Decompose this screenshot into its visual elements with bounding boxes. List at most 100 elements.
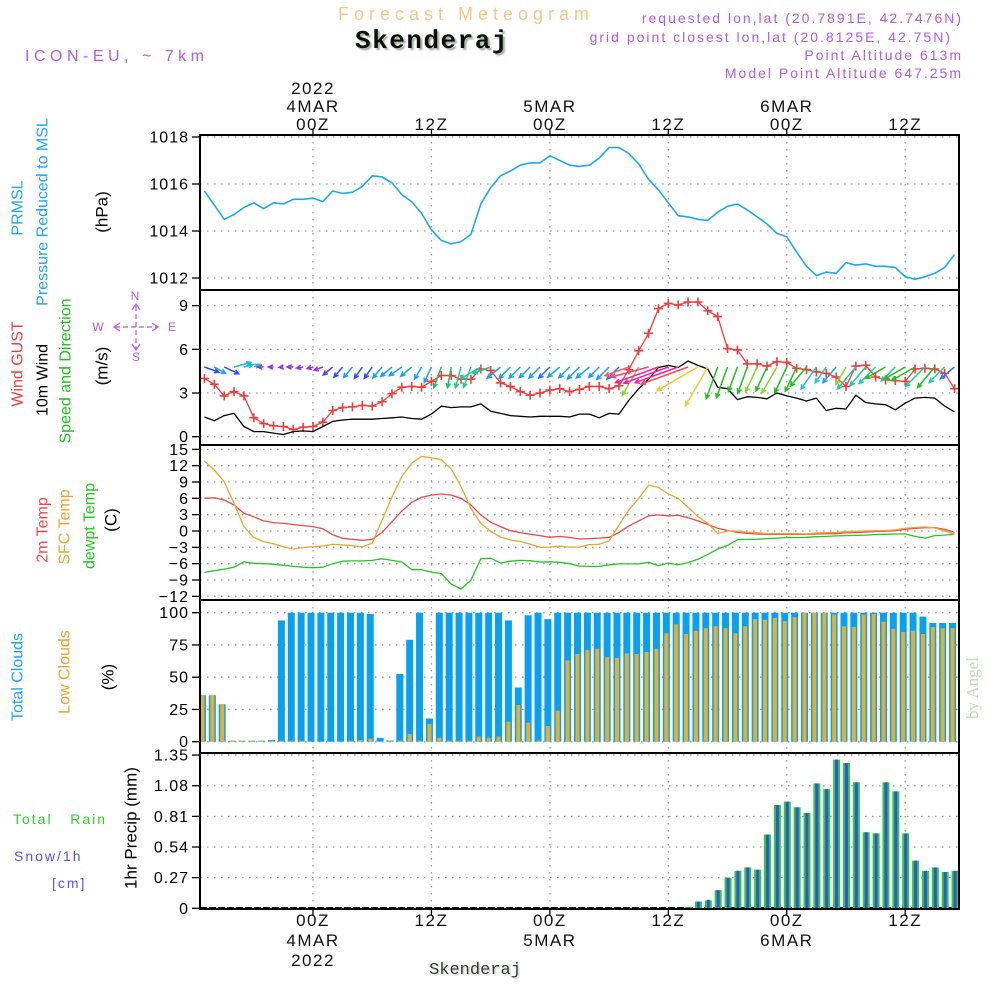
snow-1h-bar — [835, 759, 839, 909]
wind-gust-marker — [841, 381, 851, 391]
y-tick-label: 50 — [169, 670, 189, 687]
grid-point-coordinates: grid point closest lon,lat (20.8125E, 42… — [590, 29, 952, 45]
plot-area-clouds — [200, 612, 957, 742]
low-clouds-bar — [299, 740, 304, 742]
wind-gust-marker — [200, 373, 209, 383]
wind-arrow — [744, 366, 758, 394]
y-tick-label: 1.35 — [154, 748, 189, 765]
wind-arrow — [387, 366, 403, 377]
wind-gust-marker — [367, 401, 377, 411]
legend-dewpt-temp: dewpt Temp — [82, 483, 99, 569]
wind-gust-marker — [565, 387, 575, 397]
10m-wind-speed-line — [204, 360, 955, 436]
low-clouds-bar — [644, 652, 649, 742]
x-tick-label-top: 4MAR — [286, 97, 339, 116]
wind-gust-marker — [417, 382, 427, 392]
y-tick-label: 0 — [179, 901, 189, 918]
panel-wind: 9 6 3 0 — [179, 289, 960, 446]
wind-gust-marker — [259, 419, 269, 429]
wind-gust-marker — [505, 381, 515, 391]
low-clouds-bar — [368, 738, 373, 742]
low-clouds-bar — [684, 633, 689, 742]
wind-arrow — [399, 366, 413, 378]
y-tick-label: 0 — [179, 524, 189, 541]
model-point-altitude: Model Point Altitude 647.25m — [725, 65, 963, 81]
compass-south-arrowhead — [131, 343, 141, 352]
low-clouds-bar — [466, 740, 471, 742]
x-tick-label-bottom: 00Z — [770, 911, 804, 930]
snow-1h-bar — [775, 805, 779, 909]
wind-gust-marker — [338, 403, 348, 413]
temperature-legend: 2m Temp SFC Temp dewpt Temp (C) — [35, 483, 121, 569]
low-clouds-bar — [239, 740, 244, 742]
low-clouds-bar — [693, 630, 698, 742]
wind-arrow — [453, 366, 462, 390]
x-tick-label-bottom: 6MAR — [760, 931, 813, 950]
wind-gust-marker — [673, 300, 683, 310]
wind-arrow — [566, 366, 581, 381]
y-tick-label: 1.08 — [154, 778, 189, 795]
y-tick-label: 1014 — [149, 224, 189, 241]
wind-direction-arrows — [204, 360, 955, 408]
wind-gust-marker — [278, 422, 288, 432]
wind-gust-marker — [298, 422, 308, 432]
plot-panels: 1018101610141012963015129630−3−6−9−12100… — [149, 130, 960, 918]
x-tick-label-top: 00Z — [770, 115, 804, 134]
wind-arrow — [518, 366, 531, 379]
requested-coordinates: requested lon,lat (20.7891E, 42.7476N) — [642, 10, 963, 26]
wind-gust-marker — [782, 357, 792, 367]
panel-precipitation: 1.35 1.08 0.81 0.54 0.27 0 — [154, 748, 960, 918]
y-tick-label: −6 — [169, 556, 189, 573]
total-clouds-bar — [406, 639, 414, 742]
header: Forecast Meteogram Skenderaj ICON-EU, ~ … — [25, 4, 963, 81]
wind-arrow — [305, 364, 314, 371]
total-clouds-bar — [346, 612, 354, 742]
low-clouds-bar — [743, 626, 748, 742]
wind-arrow — [485, 366, 501, 380]
wind-gust-marker — [851, 361, 861, 371]
low-clouds-bar — [674, 624, 679, 742]
total-rain-bars — [685, 759, 959, 909]
total-clouds-bar — [445, 612, 453, 742]
wind-gust-marker — [426, 376, 436, 386]
legend-low-clouds: Low Clouds — [57, 630, 74, 714]
low-clouds-bar — [664, 633, 669, 742]
wind-gust-marker — [644, 328, 654, 338]
legend-speed-direction: Speed and Direction — [58, 299, 75, 444]
total-clouds-bar — [297, 612, 305, 742]
wind-arrow — [223, 366, 241, 375]
wind-arrow — [312, 366, 324, 372]
snow-1h-bars — [687, 759, 957, 909]
wind-arrow — [821, 366, 837, 384]
low-clouds-bar — [476, 736, 481, 742]
x-tick-label-top: 2022 — [291, 79, 335, 98]
wind-arrow — [243, 362, 255, 369]
y-tick-label: 3 — [179, 507, 189, 524]
y-tick-label: 9 — [179, 298, 189, 315]
wind-arrow — [527, 366, 541, 380]
snow-1h-bar — [736, 870, 740, 909]
wind-gust-marker — [594, 381, 604, 391]
y-tick-label: 0.81 — [154, 809, 189, 826]
wind-gust-marker — [515, 387, 525, 397]
wind-arrow — [413, 366, 423, 381]
clouds-legend: Total Clouds Low Clouds (%) — [10, 630, 118, 721]
x-tick-label-bottom: 4MAR — [286, 931, 339, 950]
legend-pressure-reduced: Pressure Reduced to MSL — [35, 118, 52, 306]
low-clouds-bar — [911, 630, 916, 742]
low-clouds-bar — [417, 740, 422, 742]
wind-gust-marker — [574, 384, 584, 394]
y-tick-label: 0 — [179, 734, 189, 751]
low-clouds-bar — [348, 740, 353, 742]
wind-arrow — [609, 366, 649, 379]
wind-gust-marker — [950, 384, 959, 394]
compass-north-arrowhead — [131, 302, 141, 311]
wind-gust-marker — [900, 376, 910, 386]
point-altitude: Point Altitude 613m — [804, 47, 963, 63]
low-clouds-bar — [210, 695, 215, 742]
snow-1h-bar — [756, 869, 760, 909]
total-clouds-bar — [554, 612, 562, 742]
wind-gust-marker — [693, 297, 703, 307]
y-tick-label: 6 — [179, 491, 189, 508]
sfc-temp-line — [203, 455, 955, 550]
